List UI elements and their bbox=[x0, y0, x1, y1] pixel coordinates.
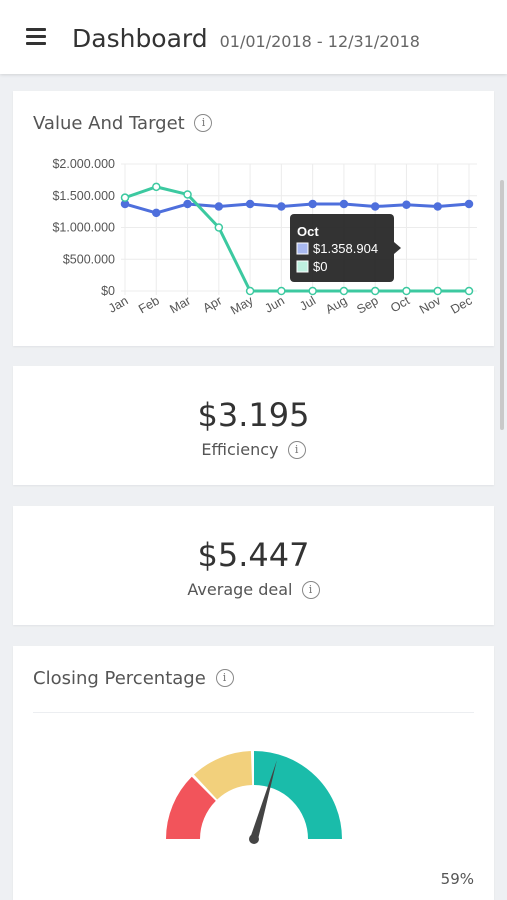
closing-percentage-value: 59% bbox=[440, 870, 474, 888]
series-1-point bbox=[370, 202, 380, 211]
series-2-point bbox=[433, 286, 442, 296]
top-bar: Dashboard 01/01/2018 - 12/31/2018 bbox=[0, 0, 507, 74]
efficiency-label-text: Efficiency bbox=[201, 440, 279, 459]
series-2-point bbox=[183, 190, 192, 199]
value-target-chart: $2.000.000 $1.500.000 $1.000.000 $500.000 $0… bbox=[52, 157, 477, 317]
series-2-point bbox=[339, 286, 349, 296]
tooltip-value-2: $0 bbox=[313, 259, 327, 274]
x-tick-label: May bbox=[228, 293, 256, 317]
info-icon[interactable]: i bbox=[215, 669, 234, 687]
value-target-title: Value And Target i bbox=[33, 113, 213, 134]
efficiency-card: $3.195 Efficiency i bbox=[13, 366, 494, 485]
series-1-point bbox=[339, 199, 349, 209]
series-1-point bbox=[214, 202, 224, 211]
y-tick-label: $2.000.000 bbox=[52, 157, 115, 171]
x-tick-label: Jul bbox=[297, 293, 318, 313]
average-deal-label: Average deal i bbox=[13, 580, 494, 600]
x-tick-label: Apr bbox=[200, 293, 224, 315]
series-2-point bbox=[464, 286, 474, 296]
gauge-segment-red bbox=[166, 776, 217, 840]
x-tick-label: Sep bbox=[354, 293, 380, 316]
series-1-point bbox=[464, 199, 474, 209]
closing-gauge bbox=[166, 751, 342, 844]
series-2-point bbox=[152, 182, 161, 192]
series-line-1 bbox=[124, 202, 470, 215]
average-deal-label-text: Average deal bbox=[187, 580, 293, 599]
series-line-2 bbox=[124, 185, 469, 293]
gauge-needle bbox=[250, 760, 277, 841]
closing-percentage-card: Closing Percentage i 59% bbox=[13, 646, 494, 900]
gauge-segment-teal bbox=[253, 751, 342, 840]
series-2-point bbox=[308, 286, 317, 296]
x-tick-label: Dec bbox=[448, 293, 474, 316]
chart-tooltip: Oct $1.358.904 $0 bbox=[290, 214, 401, 282]
series-2-point bbox=[245, 286, 255, 296]
gauge-hub bbox=[249, 834, 259, 844]
series-2-point bbox=[370, 286, 380, 296]
efficiency-label: Efficiency i bbox=[13, 440, 494, 460]
series-1-point bbox=[245, 199, 255, 209]
value-target-title-text: Value And Target bbox=[33, 113, 185, 134]
hamburger-menu-icon[interactable] bbox=[26, 28, 46, 45]
series-2-point bbox=[120, 193, 130, 202]
card-divider bbox=[33, 712, 474, 713]
x-tick-label: Jun bbox=[262, 293, 286, 315]
series-1-point bbox=[308, 199, 317, 209]
average-deal-value: $5.447 bbox=[197, 536, 310, 574]
x-tick-label: Feb bbox=[136, 293, 162, 316]
info-icon[interactable]: i bbox=[287, 440, 306, 459]
page-title: Dashboard 01/01/2018 - 12/31/2018 bbox=[72, 24, 420, 53]
y-tick-label: $0 bbox=[101, 284, 115, 298]
series-1-point bbox=[152, 208, 161, 218]
series-1-point bbox=[433, 202, 442, 211]
series-2-point bbox=[402, 286, 411, 296]
average-deal-card: $5.447 Average deal i bbox=[13, 506, 494, 625]
y-tick-label: $500.000 bbox=[63, 252, 115, 266]
series-1-point bbox=[277, 202, 286, 211]
y-tick-label: $1.000.000 bbox=[52, 221, 115, 235]
info-icon[interactable]: i bbox=[194, 114, 213, 132]
series-2-point bbox=[277, 286, 286, 296]
series-1-point bbox=[402, 200, 411, 209]
value-target-card: Value And Target i $2.000.000 $1.500.000 $… bbox=[13, 91, 494, 346]
gauge-segment-yellow bbox=[193, 751, 253, 800]
tooltip-value-1: $1.358.904 bbox=[313, 241, 378, 256]
y-tick-label: $1.500.000 bbox=[52, 189, 115, 203]
series-1-point bbox=[183, 199, 192, 209]
date-range[interactable]: 01/01/2018 - 12/31/2018 bbox=[219, 32, 420, 51]
x-tick-label: Mar bbox=[167, 293, 193, 316]
x-tick-label: Oct bbox=[388, 293, 412, 315]
info-icon[interactable]: i bbox=[301, 580, 320, 599]
title-text: Dashboard bbox=[72, 24, 208, 53]
closing-percentage-title: Closing Percentage i bbox=[33, 668, 234, 689]
scrollbar[interactable] bbox=[500, 180, 504, 430]
series-2-point bbox=[214, 223, 224, 232]
x-tick-label: Nov bbox=[417, 293, 444, 317]
tooltip-title: Oct bbox=[297, 224, 319, 239]
efficiency-value: $3.195 bbox=[197, 396, 310, 434]
x-tick-label: Aug bbox=[323, 293, 349, 316]
closing-percentage-title-text: Closing Percentage bbox=[33, 668, 206, 689]
